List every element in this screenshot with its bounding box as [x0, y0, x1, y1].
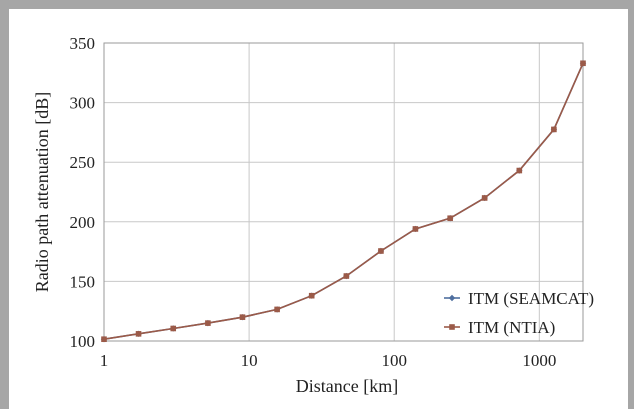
tick-labels: 100 150 200 250 300 350 1 10 100 1000 — [70, 34, 557, 370]
data-point — [239, 314, 246, 320]
y-tick-label: 100 — [70, 332, 96, 351]
y-tick-label: 250 — [70, 153, 96, 172]
x-tick-label: 100 — [381, 351, 407, 370]
data-point — [551, 126, 557, 133]
axes — [103, 42, 584, 342]
legend-marker — [448, 294, 456, 302]
data-point — [447, 215, 453, 222]
series-layer — [100, 60, 587, 343]
data-point — [378, 248, 384, 254]
x-tick-label: 1 — [100, 351, 109, 370]
x-tick-label: 10 — [241, 351, 258, 370]
y-tick-label: 300 — [70, 94, 96, 113]
legend-item: ITM (SEAMCAT) — [444, 289, 594, 308]
data-point — [580, 60, 586, 67]
x-tick-label: 1000 — [522, 351, 556, 370]
data-point — [481, 195, 488, 201]
legend-label: ITM (NTIA) — [468, 318, 555, 337]
y-tick-label: 350 — [70, 34, 96, 53]
data-point — [170, 325, 177, 332]
data-point — [343, 273, 350, 279]
legend: ITM (SEAMCAT) ITM (NTIA) — [444, 289, 594, 337]
data-point — [274, 306, 280, 313]
series-2 — [101, 60, 586, 343]
data-point — [101, 336, 107, 343]
legend-label: ITM (SEAMCAT) — [468, 289, 594, 308]
y-axis-label: Radio path attenuation [dB] — [32, 92, 52, 292]
x-axis-label: Distance [km] — [296, 376, 398, 396]
plot-area-border — [103, 42, 584, 342]
legend-item: ITM (NTIA) — [444, 318, 555, 337]
legend-marker — [449, 324, 455, 330]
data-point — [135, 331, 142, 337]
data-point — [412, 226, 419, 232]
data-point — [205, 320, 211, 326]
y-tick-label: 200 — [70, 213, 96, 232]
y-tick-label: 150 — [70, 272, 96, 291]
data-point — [516, 167, 523, 174]
data-point — [308, 292, 315, 299]
